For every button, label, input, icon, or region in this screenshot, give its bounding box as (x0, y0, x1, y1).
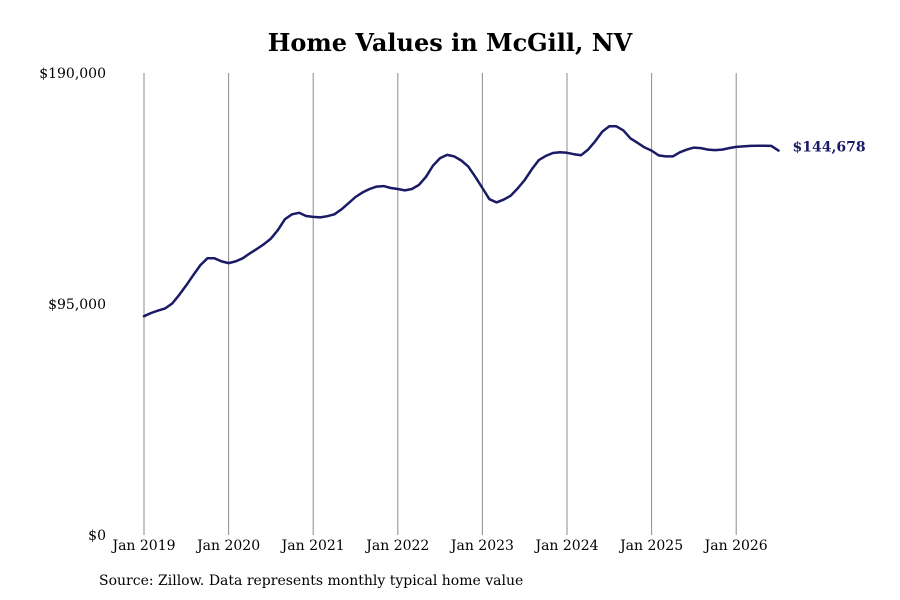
y-tick-label: $0 (88, 528, 106, 544)
x-tick-label: Jan 2019 (110, 538, 175, 554)
y-tick-label: $190,000 (39, 66, 106, 82)
vertical-gridlines (143, 73, 737, 535)
latest-value-label: $144,678 (793, 140, 866, 156)
x-tick-label: Jan 2021 (280, 538, 345, 554)
x-tick-label: Jan 2024 (533, 538, 598, 554)
y-axis-tick-labels: $0 $95,000 $190,000 (39, 66, 106, 544)
home-value-series-line (142, 125, 780, 318)
y-tick-label: $95,000 (48, 297, 106, 313)
source-note: Source: Zillow. Data represents monthly … (99, 573, 524, 589)
chart-title: Home Values in McGill, NV (267, 28, 633, 57)
x-tick-label: Jan 2025 (618, 538, 683, 554)
x-tick-label: Jan 2026 (703, 538, 768, 554)
x-tick-label: Jan 2023 (449, 538, 514, 554)
x-axis-tick-labels: Jan 2019 Jan 2020 Jan 2021 Jan 2022 Jan 2023… (110, 538, 767, 554)
x-tick-label: Jan 2022 (364, 538, 429, 554)
x-tick-label: Jan 2020 (195, 538, 260, 554)
